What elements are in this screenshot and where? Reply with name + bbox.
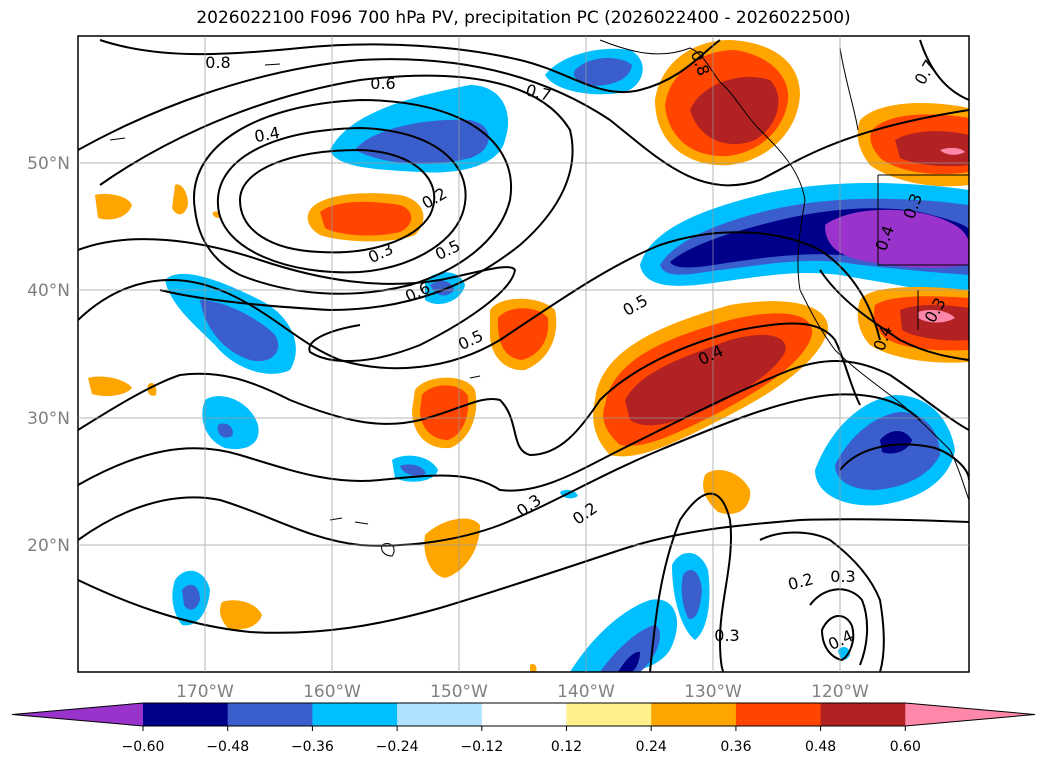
colorbar-tick-label: 0.24 [636, 739, 667, 755]
colorbar-tick-label: −0.36 [291, 739, 334, 755]
contour-label: 0.8 [205, 53, 230, 72]
colorbar-segment [227, 703, 313, 726]
contour-label: 0.3 [830, 567, 855, 586]
map-frame [77, 35, 970, 673]
negative-precip-regions [165, 48, 969, 672]
colorbar-segment [397, 703, 483, 726]
latitude-label: 40°N [27, 281, 70, 301]
contour-label: 0.6 [370, 74, 395, 93]
longitude-label: 170°W [176, 682, 234, 702]
latitude-labels: 50°N 40°N 30°N 20°N [27, 154, 70, 556]
longitude-labels: 170°W 160°W 150°W 140°W 130°W 120°W [176, 682, 869, 702]
colorbar-arrow-left [12, 703, 143, 726]
longitude-label: 120°W [811, 682, 869, 702]
pv-contours [78, 39, 969, 672]
colorbar-tick-label: 0.48 [805, 739, 836, 755]
colorbar: −0.60 −0.48 −0.36 −0.24 −0.12 0.12 0.24 0.36 0.4… [11, 702, 1036, 755]
colorbar-tick-label: −0.12 [460, 739, 503, 755]
graticule [78, 36, 969, 672]
colorbar-segment [651, 703, 737, 726]
colorbar-tick-label: 0.60 [890, 739, 921, 755]
contour-label: 0.4 [253, 123, 281, 146]
colorbar-arrow-right [905, 703, 1035, 726]
latitude-label: 50°N [27, 154, 70, 174]
colorbar-tick-label: 0.12 [551, 739, 582, 755]
colorbar-tick-label: 0.36 [720, 739, 751, 755]
colorbar-segment [820, 703, 906, 726]
longitude-label: 160°W [303, 682, 361, 702]
latitude-label: 20°N [27, 536, 70, 556]
colorbar-tick-label: −0.24 [376, 739, 419, 755]
contour-labels: 0.80.6 0.70.8 0.70.40.20.3 0.50.6 0.50.50.40… [205, 48, 950, 654]
colorbar-segment [312, 703, 398, 726]
latitude-label: 30°N [27, 409, 70, 429]
longitude-label: 150°W [430, 682, 488, 702]
contour-label: 0.3 [714, 626, 739, 645]
colorbar-segment [735, 703, 822, 726]
colorbar-tick-label: −0.60 [122, 739, 165, 755]
map-title: 2026022100 F096 700 hPa PV, precipitatio… [196, 8, 851, 28]
longitude-label: 130°W [684, 682, 742, 702]
colorbar-segment [143, 703, 229, 726]
colorbar-tick-label: −0.48 [206, 739, 249, 755]
colorbar-segment [566, 703, 652, 726]
precip-shading [78, 39, 969, 672]
longitude-label: 140°W [557, 682, 615, 702]
colorbar-segment [481, 703, 567, 726]
